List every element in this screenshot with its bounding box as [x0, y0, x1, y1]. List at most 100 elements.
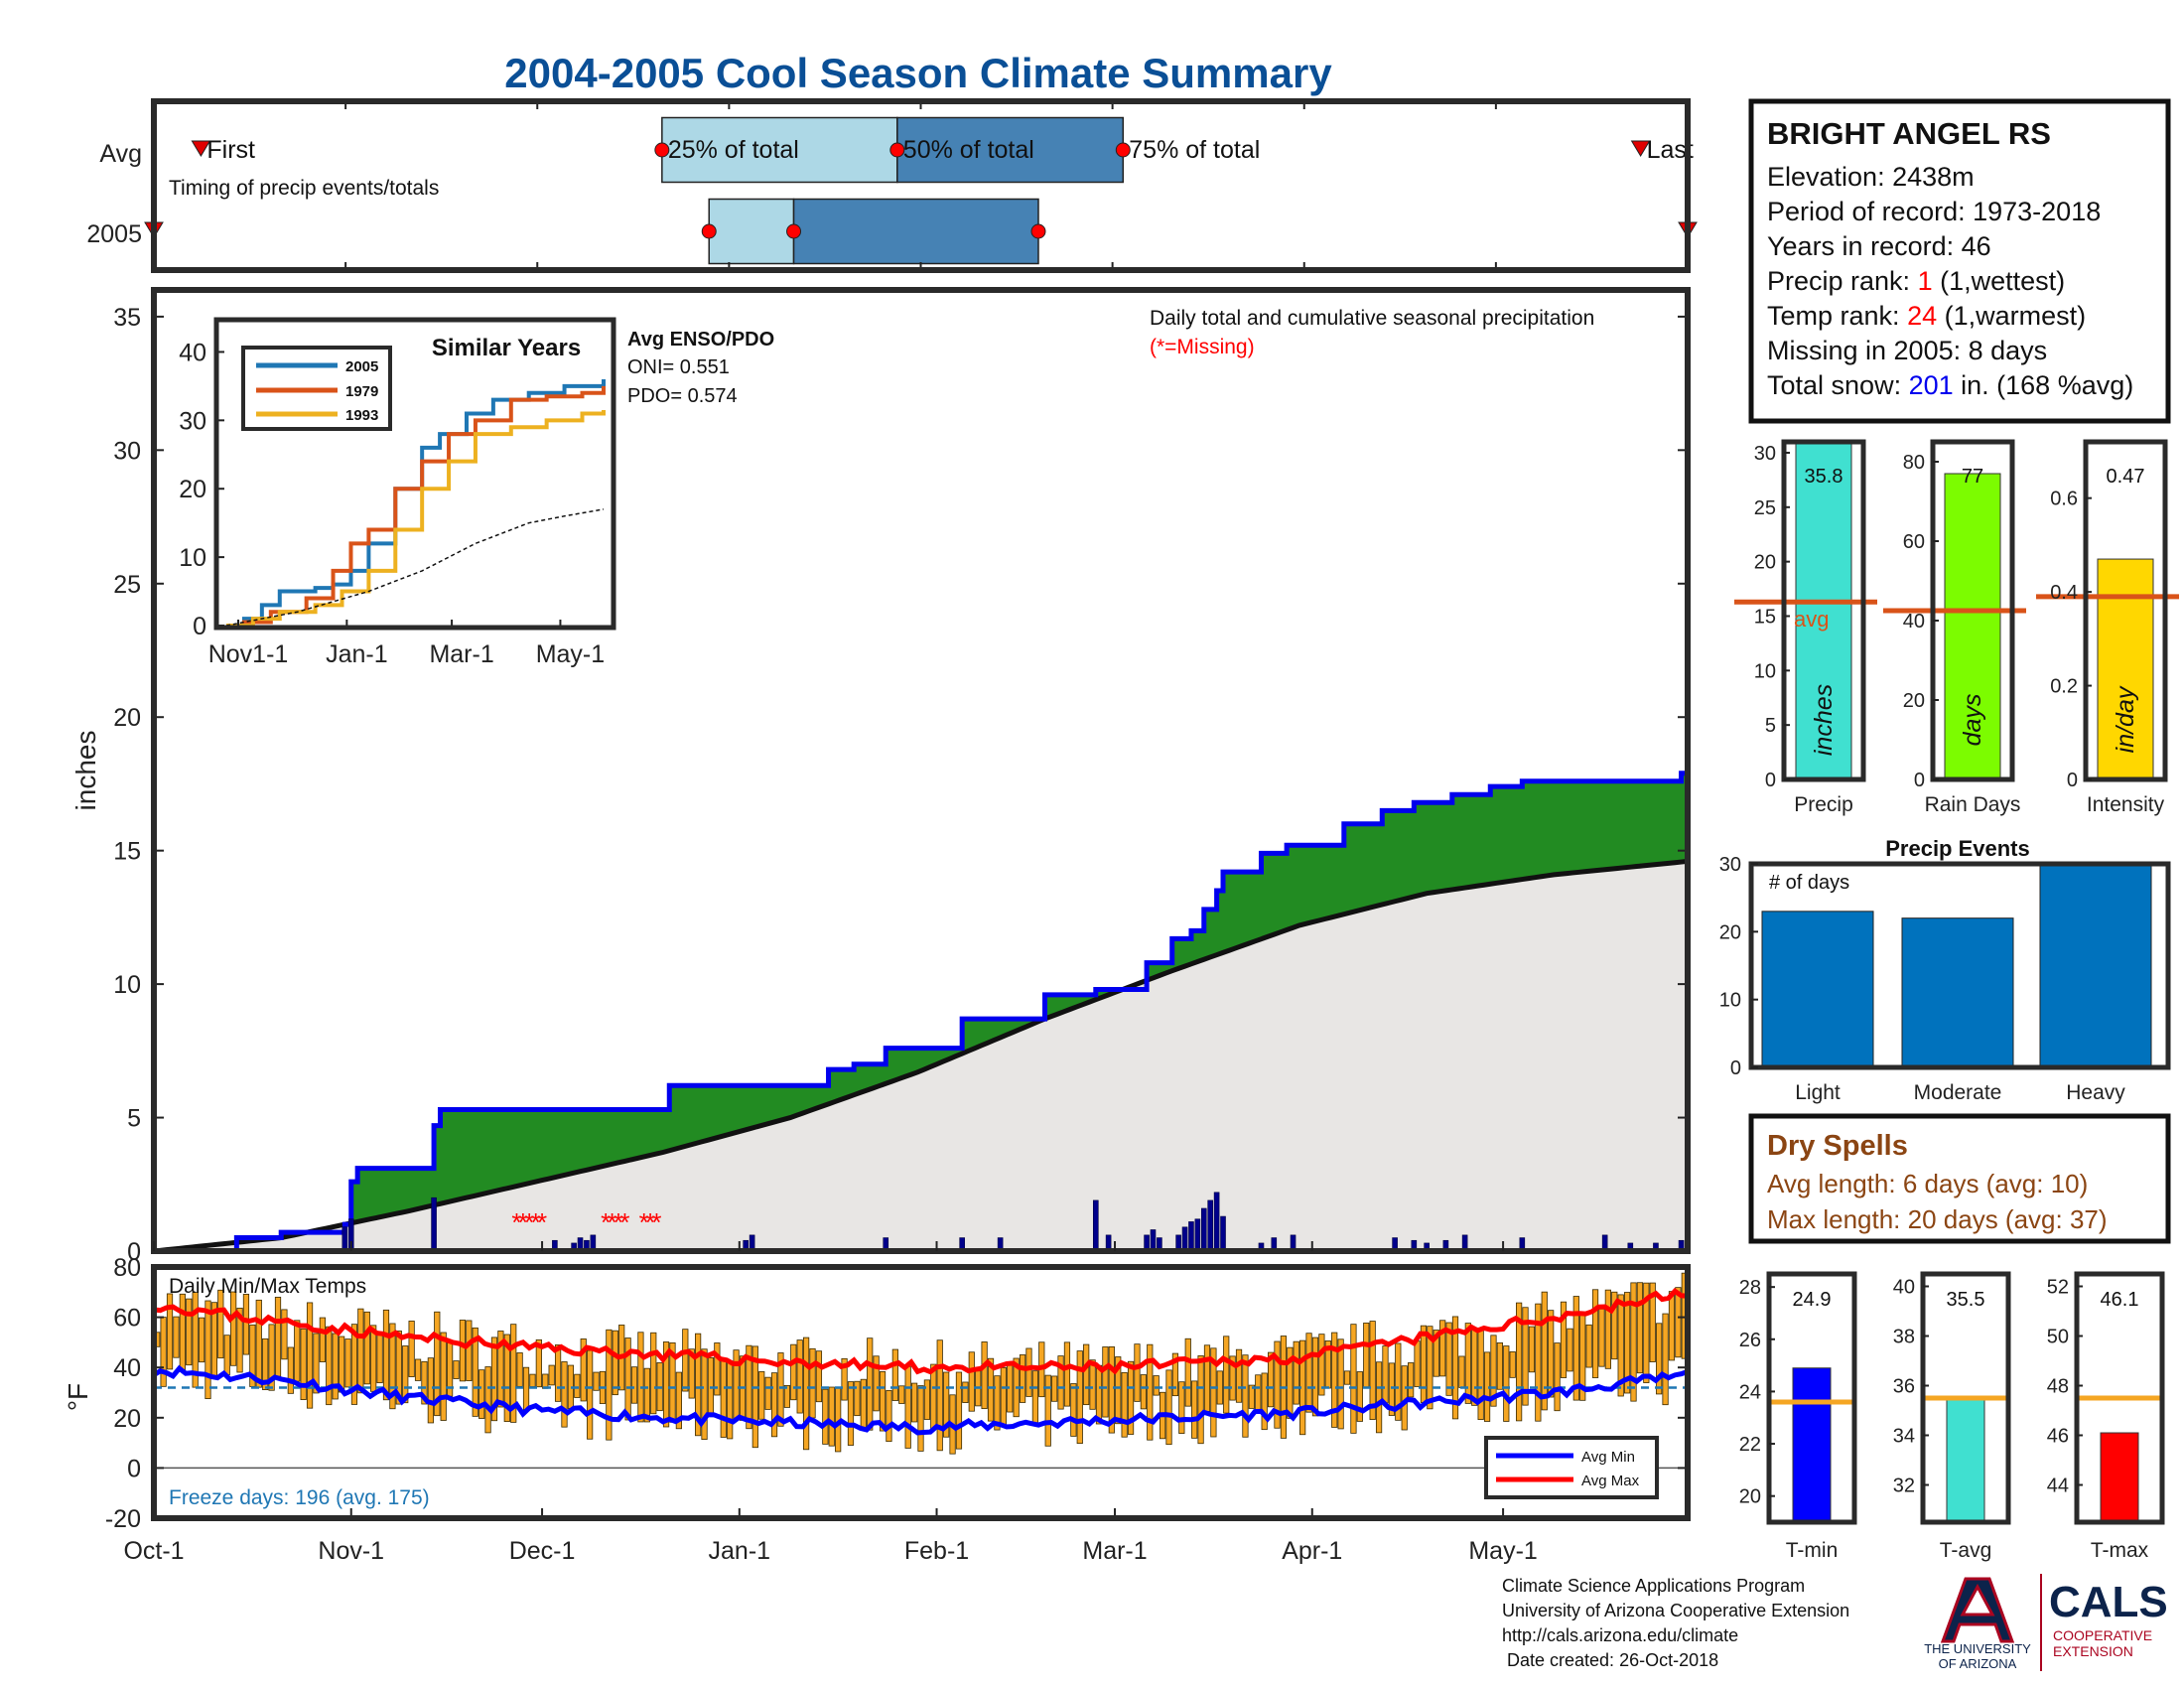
daily-temp-bar [1623, 1292, 1631, 1394]
daily-temp-bar [1115, 1356, 1122, 1425]
daily-temp-bar [1070, 1383, 1077, 1437]
avg-max-line [153, 1287, 1689, 1375]
season-temp-value-1: 35.5 [1947, 1289, 1985, 1311]
daily-temp-bar [650, 1332, 657, 1415]
missing-day-marker: * [524, 1207, 534, 1237]
daily-temp-bar [1611, 1291, 1618, 1360]
daily-temp-bar [1274, 1340, 1281, 1429]
month-xtick-label: Apr-1 [1282, 1537, 1342, 1565]
main-caption: Daily total and cumulative seasonal prec… [1150, 307, 1594, 330]
daily-temp-bar [453, 1360, 460, 1379]
daily-temp-bar [1197, 1355, 1204, 1445]
temp-legend-max: Avg Max [1581, 1473, 1640, 1489]
daily-temp-bar [751, 1345, 758, 1449]
total-unit-0: inches [1810, 684, 1838, 756]
daily-temp-bar [561, 1361, 568, 1428]
season-temp-category-2: T-max [2091, 1539, 2149, 1562]
daily-temp-bar [688, 1348, 695, 1399]
missing-day-marker: * [608, 1207, 617, 1237]
total-ytick-label: 40 [1903, 611, 1925, 633]
daily-temp-bar [1127, 1360, 1135, 1435]
season-temp-ytick-label: 40 [1893, 1277, 1915, 1299]
daily-temp-bar [682, 1329, 689, 1392]
total-ytick-label: 5 [1765, 715, 1776, 737]
month-xtick-label: Dec-1 [509, 1537, 576, 1565]
daily-temp-bar [624, 1337, 631, 1421]
inset-ytick-label: 0 [193, 613, 206, 640]
daily-temp-bar [1649, 1282, 1656, 1362]
daily-temp-bar [223, 1335, 230, 1375]
main-ylabel: inches [70, 731, 101, 811]
daily-temp-bar [434, 1311, 441, 1417]
avg-label-p25: 25% of total [668, 136, 799, 164]
season-temp-ytick-label: 44 [2047, 1476, 2069, 1497]
daily-temp-bar [350, 1324, 358, 1405]
season-temp-value-2: 46.1 [2101, 1289, 2139, 1311]
daily-temp-bar [1528, 1326, 1536, 1373]
daily-temp-bar [1656, 1323, 1663, 1395]
daily-temp-bar [1191, 1380, 1198, 1439]
daily-temp-bar [675, 1371, 682, 1430]
daily-temp-bar [574, 1373, 581, 1398]
event-category-1: Moderate [1914, 1081, 2002, 1104]
daily-temp-bar [1089, 1359, 1096, 1410]
daily-temp-bar [917, 1385, 924, 1452]
daily-temp-bar [408, 1321, 415, 1377]
daily-temp-bar [1057, 1355, 1064, 1410]
season-temp-ytick-label: 28 [1739, 1277, 1761, 1299]
season-totals-panels: 35.8 Precip inches 0 5 10 15 20 25 30 77 Rain Days d… [1734, 439, 2179, 816]
daily-temp-bar [1598, 1308, 1605, 1367]
main-ytick-label: 30 [113, 437, 141, 465]
daily-temp-bar [1044, 1374, 1051, 1447]
daily-temp-bar [1585, 1324, 1592, 1368]
daily-temp-bar [1287, 1346, 1294, 1419]
daily-temp-bar [230, 1291, 237, 1366]
total-ytick-label: 20 [1754, 552, 1776, 574]
avg-marker-p50 [889, 142, 905, 158]
daily-temp-bar [1591, 1289, 1599, 1378]
daily-temp-bar [867, 1337, 874, 1431]
avg-iqr-upper [896, 116, 1125, 184]
daily-temp-bar [1363, 1323, 1370, 1388]
daily-temps-chart: 80 60 40 20 0 -20 Oct-1 Nov-1 Dec-1 Jan-1 Feb-1 Mar… [63, 1241, 1691, 1565]
season-temp-ytick-label: 46 [2047, 1426, 2069, 1448]
daily-temp-bar [319, 1317, 326, 1362]
freeze-days: Freeze days: 196 (avg. 175) [169, 1486, 430, 1509]
event-ytick-label: 30 [1719, 854, 1741, 876]
main-ytick-label: 35 [113, 304, 141, 332]
missing-day-marker: * [651, 1207, 661, 1237]
daily-temp-bar [1248, 1384, 1255, 1409]
main-ytick-label: 25 [113, 571, 141, 599]
total-ytick-label: 0 [1765, 770, 1776, 791]
daily-temp-bar [459, 1320, 467, 1382]
dry-spells-max: Max length: 20 days (avg: 37) [1767, 1204, 2108, 1234]
daily-temp-bar [1604, 1289, 1611, 1369]
daily-temp-bar [1414, 1340, 1421, 1387]
daily-temp-bar [727, 1360, 734, 1440]
daily-temp-bar [593, 1371, 600, 1391]
event-category-0: Light [1795, 1081, 1841, 1104]
daily-temp-bar [1662, 1313, 1669, 1406]
daily-temp-bar [1076, 1350, 1083, 1445]
daily-temp-bar [1331, 1332, 1338, 1428]
daily-temp-bar [822, 1388, 829, 1445]
footer-line-1: Climate Science Applications Program [1502, 1576, 1805, 1596]
daily-temp-bar [1433, 1330, 1439, 1377]
timing-caption: Timing of precip events/totals [169, 177, 439, 200]
daily-temp-bar [516, 1352, 523, 1387]
daily-temp-bar [332, 1333, 339, 1400]
daily-temp-bar [554, 1344, 562, 1402]
daily-temp-bar [490, 1336, 498, 1422]
daily-temp-bar [770, 1372, 778, 1438]
daily-temp-bar [898, 1385, 905, 1404]
timing-frame [151, 98, 1691, 273]
inset-legend-2005: 2005 [345, 358, 378, 375]
daily-temp-bar [809, 1347, 816, 1419]
daily-temp-bar [1318, 1334, 1325, 1396]
daily-temp-bar [1051, 1375, 1058, 1402]
daily-temp-bar [395, 1331, 402, 1405]
daily-temp-bar [1408, 1362, 1415, 1398]
temp-ytick-label: 60 [113, 1305, 141, 1333]
daily-temp-bar [1121, 1371, 1128, 1438]
daily-temp-bar [242, 1294, 250, 1355]
